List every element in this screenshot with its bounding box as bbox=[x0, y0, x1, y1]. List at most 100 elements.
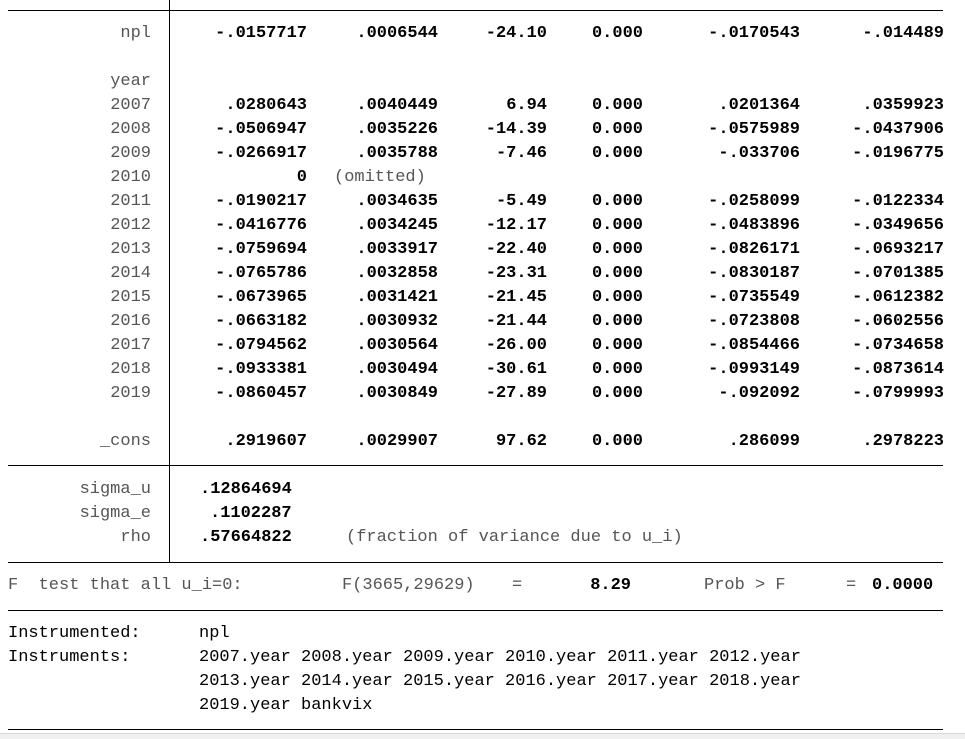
ci-high: -.014489 bbox=[862, 24, 944, 43]
std-err: .0030494 bbox=[356, 360, 438, 379]
coef: -.0933381 bbox=[215, 360, 307, 379]
ci-high: -.0612382 bbox=[852, 288, 944, 307]
std-err: .0030849 bbox=[356, 384, 438, 403]
ci-low: -.0854466 bbox=[708, 336, 800, 355]
coef: -.0416776 bbox=[215, 216, 307, 235]
sigma-e-label: sigma_e bbox=[79, 504, 151, 523]
window-bottom-edge bbox=[0, 733, 965, 739]
ci-high: -.0701385 bbox=[852, 264, 944, 283]
coef: -.0765786 bbox=[215, 264, 307, 283]
p-value: 0.000 bbox=[591, 120, 643, 139]
std-err: (omitted) bbox=[334, 168, 426, 187]
prob-equals: = bbox=[846, 576, 857, 595]
std-err: .0040449 bbox=[356, 96, 438, 115]
f-label: F(3665,29629) bbox=[342, 576, 475, 595]
std-err: .0034635 bbox=[356, 192, 438, 211]
ci-high: -.0602556 bbox=[852, 312, 944, 331]
instruments-label: Instruments: bbox=[8, 648, 131, 667]
year-label-cell: 2017 bbox=[110, 336, 151, 355]
var-label: _cons bbox=[99, 432, 151, 451]
p-value: 0.000 bbox=[591, 384, 643, 403]
ci-low: -.0830187 bbox=[708, 264, 800, 283]
z-stat: -21.44 bbox=[485, 312, 547, 331]
z-stat: 6.94 bbox=[506, 96, 547, 115]
instruments-line: 2007.year 2008.year 2009.year 2010.year … bbox=[199, 648, 801, 667]
year-label-cell: 2013 bbox=[110, 240, 151, 259]
p-value bbox=[570, 166, 643, 190]
std-err: .0030564 bbox=[356, 336, 438, 355]
z-stat: -24.10 bbox=[485, 24, 547, 43]
year-label-cell: 2007 bbox=[110, 96, 151, 115]
var-label: npl bbox=[120, 24, 151, 43]
ci-low bbox=[660, 166, 800, 190]
ci-low: -.0826171 bbox=[708, 240, 800, 259]
p-value: 0.000 bbox=[591, 264, 643, 283]
ci-low: .286099 bbox=[728, 432, 800, 451]
ci-low: -.0723808 bbox=[708, 312, 800, 331]
year-label: year bbox=[110, 72, 151, 91]
top-rule bbox=[8, 10, 943, 11]
p-value: 0.000 bbox=[591, 312, 643, 331]
year-label-cell: 2018 bbox=[110, 360, 151, 379]
ci-high: -.0693217 bbox=[852, 240, 944, 259]
year-label-cell: 2015 bbox=[110, 288, 151, 307]
z-stat: 97.62 bbox=[495, 432, 547, 451]
p-value: 0.000 bbox=[591, 240, 643, 259]
coef: .2919607 bbox=[225, 432, 307, 451]
rho-note: (fraction of variance due to u_i) bbox=[346, 528, 683, 547]
std-err: .0006544 bbox=[356, 24, 438, 43]
z-stat bbox=[455, 166, 547, 190]
ci-high: -.0734658 bbox=[852, 336, 944, 355]
ci-low: -.0483896 bbox=[708, 216, 800, 235]
ci-high: -.0122334 bbox=[852, 192, 944, 211]
ci-high: .2978223 bbox=[862, 432, 944, 451]
std-err: .0029907 bbox=[356, 432, 438, 451]
ci-low: -.092092 bbox=[718, 384, 800, 403]
z-stat: -26.00 bbox=[485, 336, 547, 355]
p-value: 0.000 bbox=[591, 288, 643, 307]
coef: -.0860457 bbox=[215, 384, 307, 403]
ci-low: -.0170543 bbox=[708, 24, 800, 43]
z-stat: -5.49 bbox=[495, 192, 547, 211]
instruments-line: 2019.year bankvix bbox=[199, 696, 373, 715]
p-value: 0.000 bbox=[591, 96, 643, 115]
ci-low: -.0258099 bbox=[708, 192, 800, 211]
ci-high: -.0349656 bbox=[852, 216, 944, 235]
std-err: .0030932 bbox=[356, 312, 438, 331]
z-stat: -7.46 bbox=[495, 144, 547, 163]
year-label-cell: 2010 bbox=[110, 168, 151, 187]
column-divider bbox=[169, 0, 170, 563]
ci-low: -.0993149 bbox=[708, 360, 800, 379]
ci-high: .0359923 bbox=[862, 96, 944, 115]
year-label-cell: 2016 bbox=[110, 312, 151, 331]
rule-bottom bbox=[8, 729, 943, 730]
f-test-prefix: F test that all u_i=0: bbox=[8, 576, 243, 595]
p-value: 0.000 bbox=[591, 144, 643, 163]
z-stat: -14.39 bbox=[485, 120, 547, 139]
std-err: .0031421 bbox=[356, 288, 438, 307]
coef: .0280643 bbox=[225, 96, 307, 115]
p-value: 0.000 bbox=[591, 336, 643, 355]
std-err: .0035226 bbox=[356, 120, 438, 139]
std-err: .0032858 bbox=[356, 264, 438, 283]
z-stat: -12.17 bbox=[485, 216, 547, 235]
instrumented-value: npl bbox=[199, 624, 230, 643]
p-value: 0.000 bbox=[591, 432, 643, 451]
coef: -.0759694 bbox=[215, 240, 307, 259]
z-stat: -21.45 bbox=[485, 288, 547, 307]
ci-low: -.0735549 bbox=[708, 288, 800, 307]
ci-high: -.0873614 bbox=[852, 360, 944, 379]
prob-value: 0.0000 bbox=[872, 576, 934, 595]
year-label-cell: 2012 bbox=[110, 216, 151, 235]
prob-label: Prob > F bbox=[704, 576, 786, 595]
coef: -.0794562 bbox=[215, 336, 307, 355]
ci-high: -.0196775 bbox=[852, 144, 944, 163]
std-err: .0035788 bbox=[356, 144, 438, 163]
year-label-cell: 2009 bbox=[110, 144, 151, 163]
rho-label: rho bbox=[120, 528, 151, 547]
year-label-cell: 2019 bbox=[110, 384, 151, 403]
year-label-cell: 2011 bbox=[110, 192, 151, 211]
coef: -.0266917 bbox=[215, 144, 307, 163]
z-stat: -27.89 bbox=[485, 384, 547, 403]
rule-after-sigma bbox=[8, 562, 943, 563]
